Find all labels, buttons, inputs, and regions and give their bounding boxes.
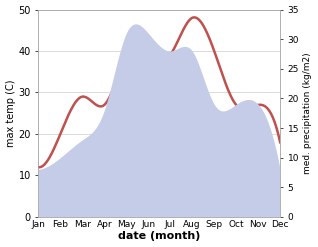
Y-axis label: max temp (C): max temp (C) — [5, 80, 16, 147]
Y-axis label: med. precipitation (kg/m2): med. precipitation (kg/m2) — [303, 52, 313, 174]
X-axis label: date (month): date (month) — [118, 231, 200, 242]
